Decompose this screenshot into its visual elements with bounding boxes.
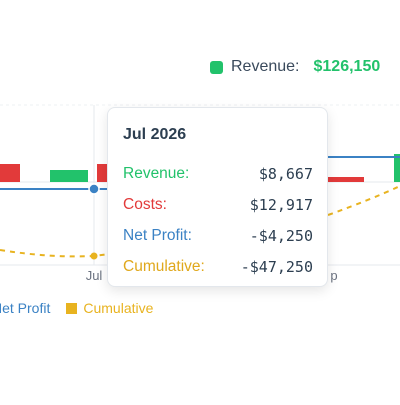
tooltip-row-costs: Costs: $12,917 bbox=[123, 189, 313, 220]
bar-costs-aug[interactable] bbox=[328, 177, 364, 182]
revenue-summary-label: Revenue: bbox=[231, 58, 300, 75]
legend-cumulative[interactable]: Cumulative bbox=[83, 300, 154, 316]
revenue-summary: Revenue: $126,150 bbox=[210, 58, 380, 76]
tooltip-value: -$4,250 bbox=[249, 226, 313, 245]
net-profit-point-jul[interactable] bbox=[88, 183, 100, 195]
tooltip-row-net-profit: Net Profit: -$4,250 bbox=[123, 220, 313, 251]
tooltip-row-cumulative: Cumulative: -$47,250 bbox=[123, 251, 313, 282]
cumulative-line-right bbox=[327, 185, 400, 216]
cumulative-point-jul[interactable] bbox=[90, 252, 98, 260]
tooltip-row-revenue: Revenue: $8,667 bbox=[123, 158, 313, 189]
tooltip-label: Cumulative: bbox=[123, 257, 205, 275]
tooltip-label: Revenue: bbox=[123, 164, 190, 182]
tooltip-value: -$47,250 bbox=[240, 257, 313, 276]
tooltip-value: $12,917 bbox=[249, 195, 313, 214]
tooltip-label: Net Profit: bbox=[123, 226, 192, 244]
chart-legend: Net Profit Cumulative bbox=[0, 300, 153, 316]
legend-cumulative-swatch-icon bbox=[66, 302, 78, 314]
chart-tooltip: Jul 2026 Revenue: $8,667 Costs: $12,917 … bbox=[107, 107, 328, 287]
x-tick-label: Jul bbox=[85, 268, 103, 283]
tooltip-value: $8,667 bbox=[258, 164, 313, 183]
tooltip-label: Costs: bbox=[123, 195, 167, 213]
revenue-summary-value: $126,150 bbox=[313, 58, 381, 75]
legend-net-profit[interactable]: Net Profit bbox=[0, 300, 51, 316]
x-tick-label: p bbox=[330, 268, 338, 283]
bar-revenue-sep[interactable] bbox=[394, 154, 400, 182]
revenue-swatch-icon bbox=[210, 60, 223, 74]
bar-revenue-jun[interactable] bbox=[50, 170, 88, 182]
tooltip-title: Jul 2026 bbox=[123, 126, 187, 143]
bar-costs-jun[interactable] bbox=[0, 164, 20, 182]
